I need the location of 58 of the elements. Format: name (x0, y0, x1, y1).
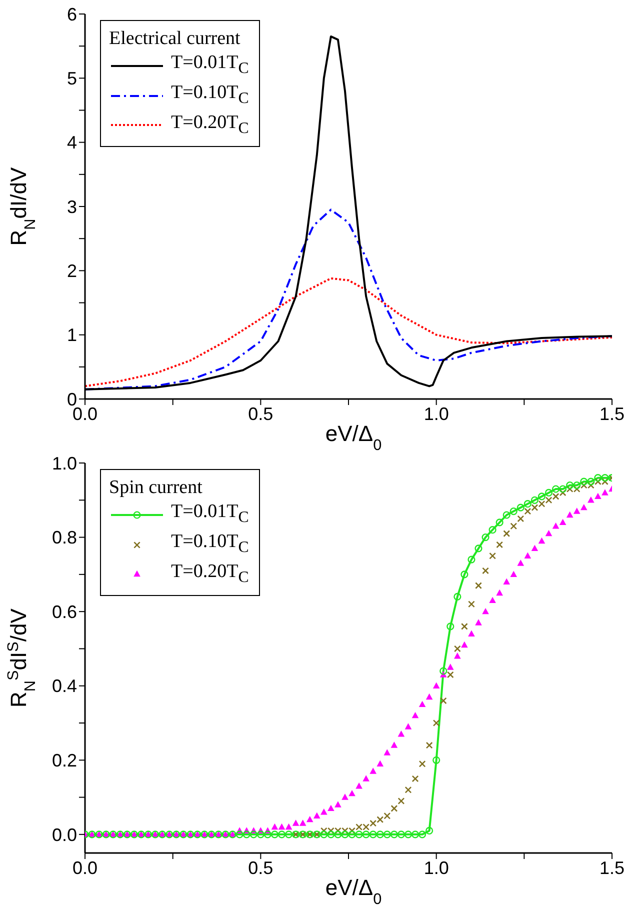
x-tick-label: 1.0 (424, 404, 449, 424)
point (412, 775, 419, 782)
legend-title: Spin current (109, 476, 204, 500)
point (475, 582, 482, 590)
x-tick-label: 1.5 (599, 858, 625, 878)
point (370, 820, 377, 827)
x-tick-label: 1.5 (599, 404, 625, 424)
legend-label: T=0.01T$_{C}$ (171, 500, 249, 528)
point (552, 492, 560, 500)
line-series (85, 208, 612, 390)
point (545, 496, 552, 504)
legend-label: T=0.01T$_{C}$ (171, 51, 249, 79)
x-tick-label: 1.0 (424, 858, 449, 878)
legend-label: T=0.20T$_{C}$ (171, 560, 249, 588)
point (468, 600, 475, 608)
y-tick-label: 4 (66, 132, 77, 153)
y-tick-label: 5 (66, 68, 77, 89)
x-tick-label: 0.5 (248, 858, 274, 878)
point (503, 530, 510, 538)
point (432, 720, 440, 726)
point (404, 786, 412, 794)
point (524, 508, 532, 515)
y-tick-label: 0.6 (52, 602, 77, 622)
point (460, 622, 468, 630)
point (426, 742, 433, 749)
y-tick-label: 6 (66, 4, 77, 24)
point (398, 798, 405, 804)
point (384, 812, 391, 820)
y-tick-label: 2 (66, 261, 77, 282)
point (531, 504, 538, 512)
y-tick-label: 0.4 (52, 676, 77, 696)
legend-label: T=0.20T$_{C}$ (171, 110, 249, 138)
point (418, 760, 426, 768)
point (440, 697, 447, 704)
point (559, 489, 566, 496)
point (482, 567, 489, 574)
legend-label: T=0.10T$_{C}$ (171, 530, 249, 558)
y-tick-label: 0.2 (52, 750, 77, 771)
legend-label: T=0.10T$_{C}$ (171, 80, 249, 109)
point (454, 645, 461, 652)
point (376, 816, 384, 824)
y-tick-label: 1 (66, 325, 77, 346)
point (538, 500, 546, 508)
x-axis-title: eV/Δ$_{0}$ (325, 421, 382, 454)
x-axis-title: eV/Δ$_{0}$ (325, 875, 382, 908)
y-tick-label: 3 (66, 196, 77, 217)
point (496, 541, 504, 548)
point (446, 671, 454, 678)
line-series (85, 277, 612, 388)
y-tick-label: 0.0 (52, 824, 77, 845)
y-tick-label: 0.8 (52, 528, 77, 548)
point (517, 515, 524, 522)
x-tick-label: 0.5 (248, 404, 274, 424)
y-tick-label: 1.0 (52, 453, 77, 474)
point (489, 552, 496, 560)
point (510, 522, 518, 530)
point (390, 804, 398, 812)
legend-title: Electrical current (109, 27, 242, 51)
